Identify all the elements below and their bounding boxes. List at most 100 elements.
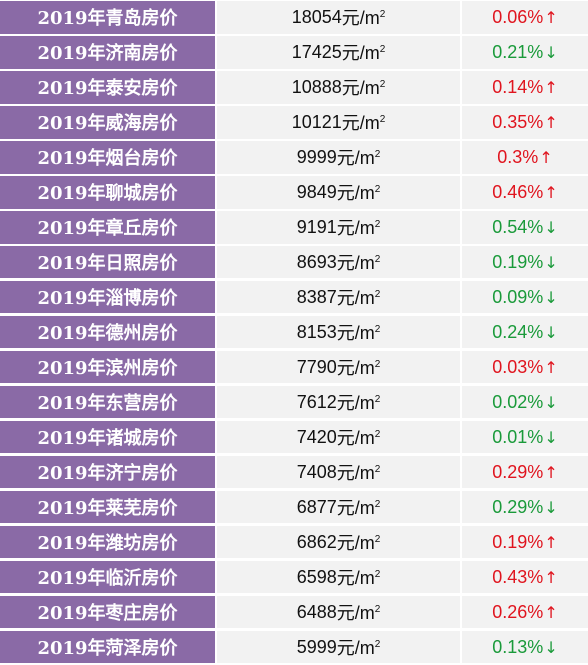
unit-base: 元/m: [336, 463, 375, 484]
arrow-up-icon: ↑: [544, 112, 558, 132]
price-unit: 元/m2: [337, 284, 381, 310]
unit-exponent: 2: [374, 569, 381, 581]
arrow-up-icon: ↑: [544, 357, 558, 377]
unit-base: 元/m: [336, 253, 375, 274]
city-label: 2019年济南房价: [0, 35, 215, 69]
city-label: 2019年枣庄房价: [0, 595, 215, 629]
arrow-down-icon: ↓: [544, 427, 558, 447]
change-percent: 0.02%: [492, 391, 544, 412]
price-change: 0.03% ↑: [462, 350, 588, 384]
price-value: 18054 元/m2: [217, 1, 460, 34]
price-value: 9999 元/m2: [217, 140, 460, 174]
unit-base: 元/m: [336, 323, 375, 344]
city-label: 2019年莱芜房价: [0, 490, 215, 524]
unit-base: 元/m: [336, 498, 375, 519]
price-unit: 元/m2: [337, 599, 381, 625]
city-label: 2019年东营房价: [0, 385, 215, 419]
unit-exponent: 2: [374, 289, 381, 301]
price-change: 0.43% ↑: [462, 560, 588, 594]
price-unit: 元/m2: [337, 249, 381, 275]
arrow-down-icon: ↓: [544, 392, 558, 412]
price-value: 8693 元/m2: [217, 245, 460, 279]
price-change: 0.13% ↓: [462, 630, 588, 664]
unit-base: 元/m: [341, 8, 380, 29]
price-number: 10121: [291, 111, 342, 132]
price-unit: 元/m2: [337, 354, 381, 380]
arrow-down-icon: ↓: [544, 217, 558, 237]
change-percent: 0.24%: [492, 321, 544, 342]
change-percent: 0.3%: [497, 146, 539, 167]
price-value: 7408 元/m2: [217, 455, 460, 489]
unit-exponent: 2: [374, 359, 381, 371]
unit-exponent: 2: [374, 184, 381, 196]
unit-exponent: 2: [374, 604, 381, 616]
unit-exponent: 2: [374, 499, 381, 511]
unit-base: 元/m: [336, 568, 375, 589]
price-change: 0.54% ↓: [462, 210, 588, 244]
unit-exponent: 2: [374, 639, 381, 651]
city-label: 2019年临沂房价: [0, 560, 215, 594]
city-label: 2019年济宁房价: [0, 455, 215, 489]
unit-exponent: 2: [379, 114, 386, 126]
unit-exponent: 2: [379, 79, 386, 91]
price-value: 9849 元/m2: [217, 175, 460, 209]
price-unit: 元/m2: [337, 179, 381, 205]
arrow-up-icon: ↑: [544, 602, 558, 622]
unit-exponent: 2: [374, 149, 381, 161]
unit-exponent: 2: [379, 9, 386, 21]
city-label: 2019年日照房价: [0, 245, 215, 279]
price-unit: 元/m2: [337, 529, 381, 555]
price-unit: 元/m2: [337, 214, 381, 240]
unit-exponent: 2: [374, 219, 381, 231]
arrow-up-icon: ↑: [544, 7, 558, 27]
price-value: 9191 元/m2: [217, 210, 460, 244]
price-unit: 元/m2: [342, 39, 386, 65]
unit-base: 元/m: [336, 183, 375, 204]
city-label: 2019年德州房价: [0, 315, 215, 349]
price-unit: 元/m2: [337, 564, 381, 590]
unit-base: 元/m: [336, 638, 375, 659]
price-number: 6862: [296, 531, 337, 552]
change-percent: 0.03%: [492, 356, 544, 377]
unit-base: 元/m: [336, 603, 375, 624]
price-change: 0.26% ↑: [462, 595, 588, 629]
city-label: 2019年青岛房价: [0, 1, 215, 34]
arrow-up-icon: ↑: [544, 77, 558, 97]
price-number: 7408: [296, 461, 337, 482]
price-value: 10888 元/m2: [217, 70, 460, 104]
city-label: 2019年潍坊房价: [0, 525, 215, 559]
price-number: 18054: [291, 6, 342, 27]
price-unit: 元/m2: [342, 4, 386, 30]
price-number: 8693: [296, 251, 337, 272]
unit-exponent: 2: [374, 394, 381, 406]
price-number: 7790: [296, 356, 337, 377]
unit-exponent: 2: [374, 534, 381, 546]
price-value: 6862 元/m2: [217, 525, 460, 559]
price-number: 9191: [296, 216, 337, 237]
price-number: 5999: [296, 636, 337, 657]
unit-base: 元/m: [341, 113, 380, 134]
unit-exponent: 2: [374, 324, 381, 336]
city-label: 2019年泰安房价: [0, 70, 215, 104]
price-change: 0.29% ↑: [462, 455, 588, 489]
price-unit: 元/m2: [337, 494, 381, 520]
unit-base: 元/m: [336, 393, 375, 414]
unit-base: 元/m: [336, 148, 375, 169]
city-label: 2019年威海房价: [0, 105, 215, 139]
arrow-up-icon: ↑: [539, 147, 553, 167]
price-number: 8153: [296, 321, 337, 342]
change-percent: 0.13%: [492, 636, 544, 657]
price-number: 6877: [296, 496, 337, 517]
price-change: 0.24% ↓: [462, 315, 588, 349]
price-change: 0.46% ↑: [462, 175, 588, 209]
unit-base: 元/m: [336, 288, 375, 309]
change-percent: 0.35%: [492, 111, 544, 132]
price-unit: 元/m2: [337, 144, 381, 170]
arrow-up-icon: ↑: [544, 567, 558, 587]
price-change: 0.06% ↑: [462, 1, 588, 34]
unit-exponent: 2: [379, 44, 386, 56]
price-value: 6488 元/m2: [217, 595, 460, 629]
change-percent: 0.26%: [492, 601, 544, 622]
price-change: 0.35% ↑: [462, 105, 588, 139]
